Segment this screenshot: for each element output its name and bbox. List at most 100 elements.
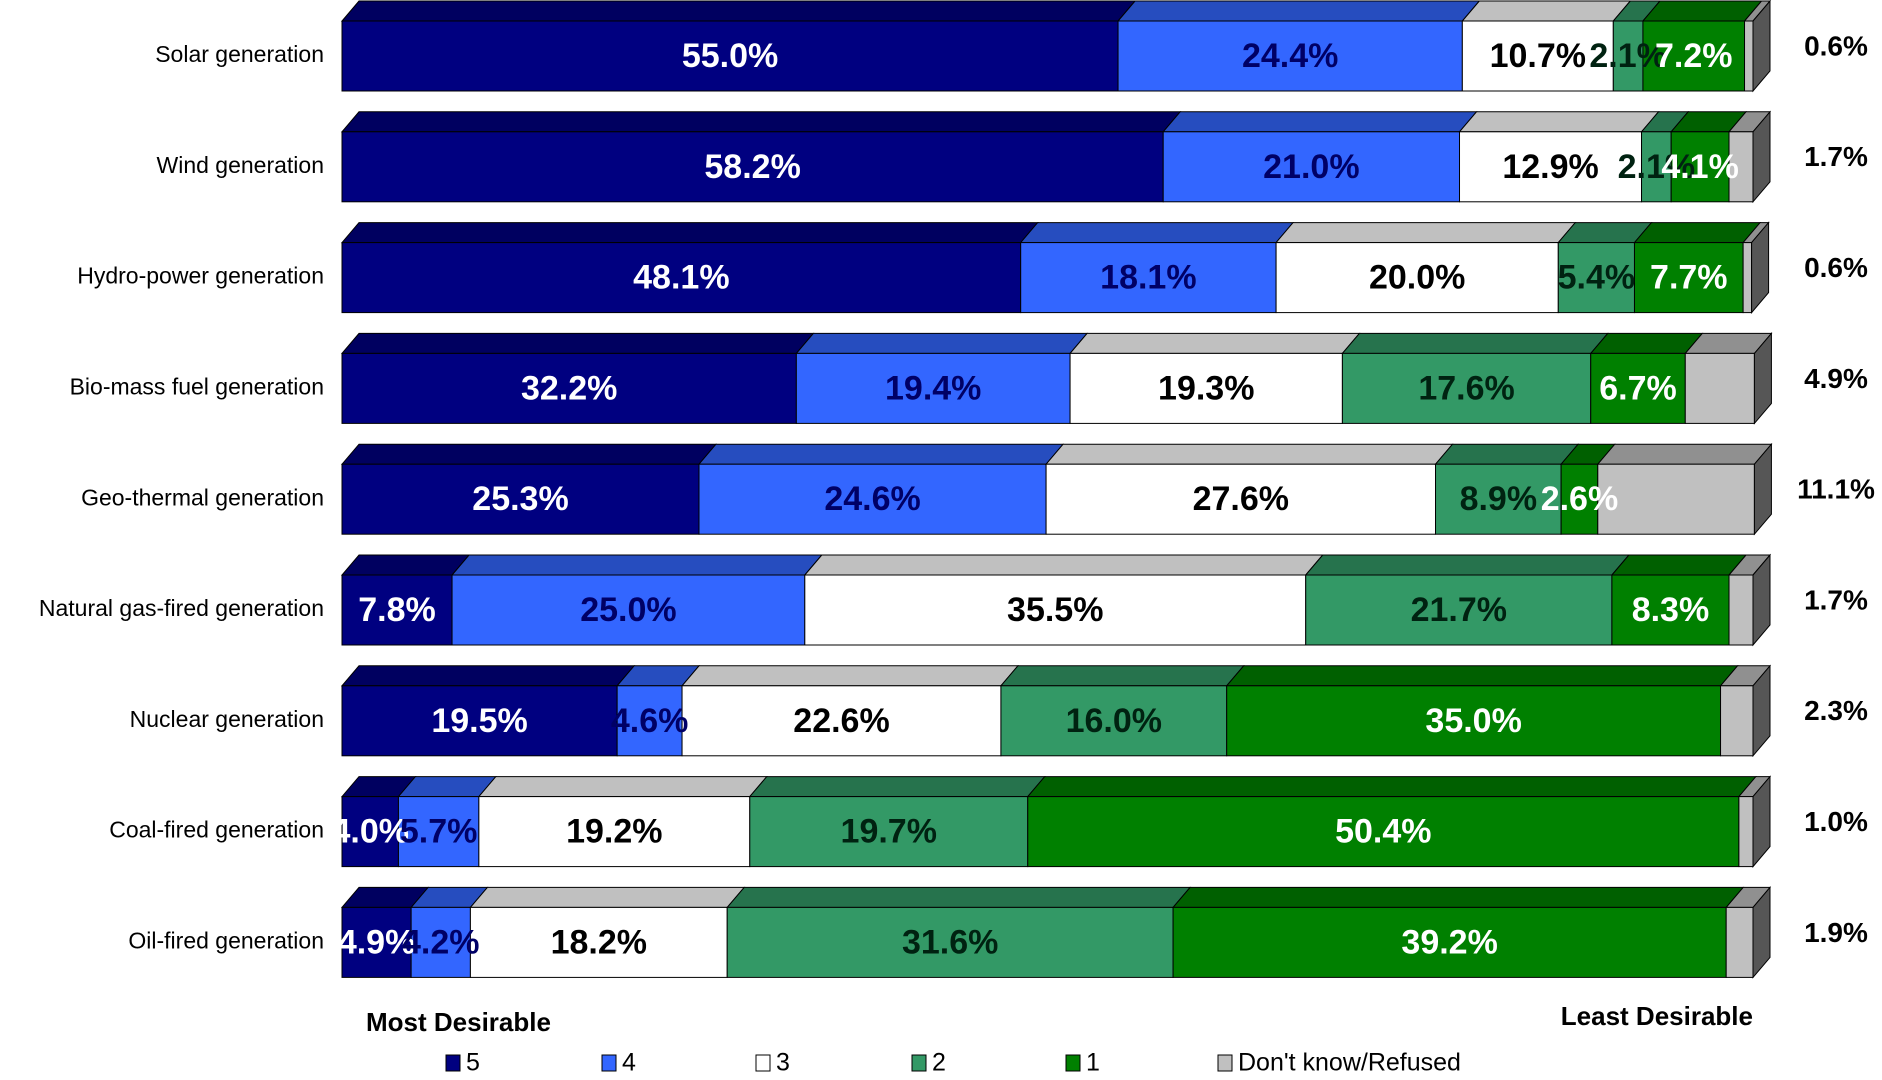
bar-segment (726, 906, 1174, 978)
bar-side (1752, 553, 1771, 647)
bar-top (1304, 554, 1630, 576)
value-label: 7.7% (1650, 259, 1728, 297)
bar-top (340, 111, 1182, 133)
legend-swatch (1065, 1054, 1081, 1072)
legend-swatch (1217, 1054, 1233, 1072)
bar-segment (1020, 242, 1277, 314)
value-label: 19.7% (841, 813, 937, 851)
bar-segment (1275, 242, 1559, 314)
bar-segment (1597, 463, 1755, 535)
value-label: 19.2% (566, 813, 662, 851)
category-label: Bio-mass fuel generation (70, 373, 324, 399)
bar-top (726, 886, 1192, 908)
bar-top (469, 886, 746, 908)
bar-top (1461, 0, 1632, 22)
annotation: Most Desirable (366, 1007, 551, 1037)
value-label: 6.7% (1599, 369, 1677, 407)
bar-segment (1305, 574, 1613, 646)
bar-segment (341, 131, 1164, 203)
value-label: 4.2% (402, 923, 480, 961)
bar-side (1752, 0, 1771, 93)
bar-segment (478, 796, 751, 868)
bar-segment (1612, 20, 1644, 92)
bar-side (1752, 886, 1771, 979)
bar-top (450, 554, 823, 576)
category-label: Solar generation (155, 41, 324, 67)
bar-segment (1728, 574, 1754, 646)
category-label: Coal-fired generation (109, 817, 324, 843)
value-label: 35.0% (1425, 702, 1521, 740)
value-label: 19.5% (431, 702, 527, 740)
bar-segment (616, 685, 683, 757)
category-label: Geo-thermal generation (81, 484, 324, 510)
value-label: 8.9% (1460, 480, 1538, 518)
value-label: 24.4% (1242, 37, 1338, 75)
bar-top (1641, 0, 1763, 22)
bar-segment (804, 574, 1307, 646)
bar-segment (341, 574, 453, 646)
bar-segment (698, 463, 1047, 535)
value-label: 1.9% (1804, 917, 1868, 948)
bar-top (340, 554, 471, 576)
bar-top (1633, 222, 1762, 244)
bar-top (340, 332, 815, 354)
bar-segment (1045, 463, 1437, 535)
bar-top (748, 776, 1046, 798)
value-label: 4.6% (611, 702, 689, 740)
value-label: 50.4% (1335, 813, 1431, 851)
bar-segment (1738, 796, 1754, 868)
value-label: 1.7% (1804, 141, 1868, 172)
bar-segment (1226, 685, 1722, 757)
value-label: 35.5% (1007, 591, 1103, 629)
bar-segment (397, 796, 480, 868)
category-label: Nuclear generation (130, 706, 324, 732)
bar-side (1752, 110, 1771, 204)
value-label: 7.8% (358, 591, 436, 629)
value-label: 48.1% (633, 259, 729, 297)
bar-segment (341, 796, 399, 868)
value-label: 25.3% (472, 480, 568, 518)
value-label: 11.1% (1797, 474, 1875, 505)
legend-swatch (911, 1054, 927, 1072)
bar-top (795, 332, 1089, 354)
bar-segment (341, 242, 1022, 314)
bar-top (340, 0, 1137, 22)
bar-segment (1027, 796, 1740, 868)
bar-segment (1000, 685, 1228, 757)
bar-segment (469, 906, 728, 978)
value-label: 18.1% (1100, 259, 1196, 297)
bar-top (1589, 332, 1704, 354)
bar-segment (1459, 131, 1643, 203)
value-label: 12.9% (1502, 148, 1598, 186)
value-label: 27.6% (1193, 480, 1289, 518)
value-label: 4.9% (1804, 363, 1868, 394)
bar-top (1225, 665, 1739, 687)
bar-segment (410, 906, 471, 978)
value-label: 4.0% (331, 813, 409, 851)
value-label: 4.1% (1661, 148, 1739, 186)
bar-top (340, 443, 718, 465)
value-label: 21.7% (1411, 591, 1507, 629)
category-label: Hydro-power generation (77, 263, 324, 289)
value-label: 39.2% (1401, 923, 1497, 961)
bar-segment (795, 352, 1071, 424)
bar-top (1596, 443, 1773, 465)
bar-side (1753, 332, 1772, 425)
bar-segment (1172, 906, 1727, 978)
bar-side (1752, 664, 1771, 758)
bar-segment (341, 906, 412, 978)
bar-top (680, 665, 1020, 687)
value-label: 1.7% (1804, 584, 1868, 615)
value-label: 19.3% (1158, 369, 1254, 407)
category-label: Wind generation (157, 152, 325, 178)
legend-label: 3 (776, 1049, 790, 1077)
value-label: 25.0% (580, 591, 676, 629)
value-label: 4.9% (338, 923, 416, 961)
bar-segment (341, 685, 618, 757)
bar-top (477, 776, 768, 798)
value-label: 5.7% (400, 813, 478, 851)
bar-segment (1641, 131, 1672, 203)
value-label: 8.3% (1632, 591, 1710, 629)
bar-side (1752, 775, 1771, 868)
bar-segment (1670, 131, 1730, 203)
